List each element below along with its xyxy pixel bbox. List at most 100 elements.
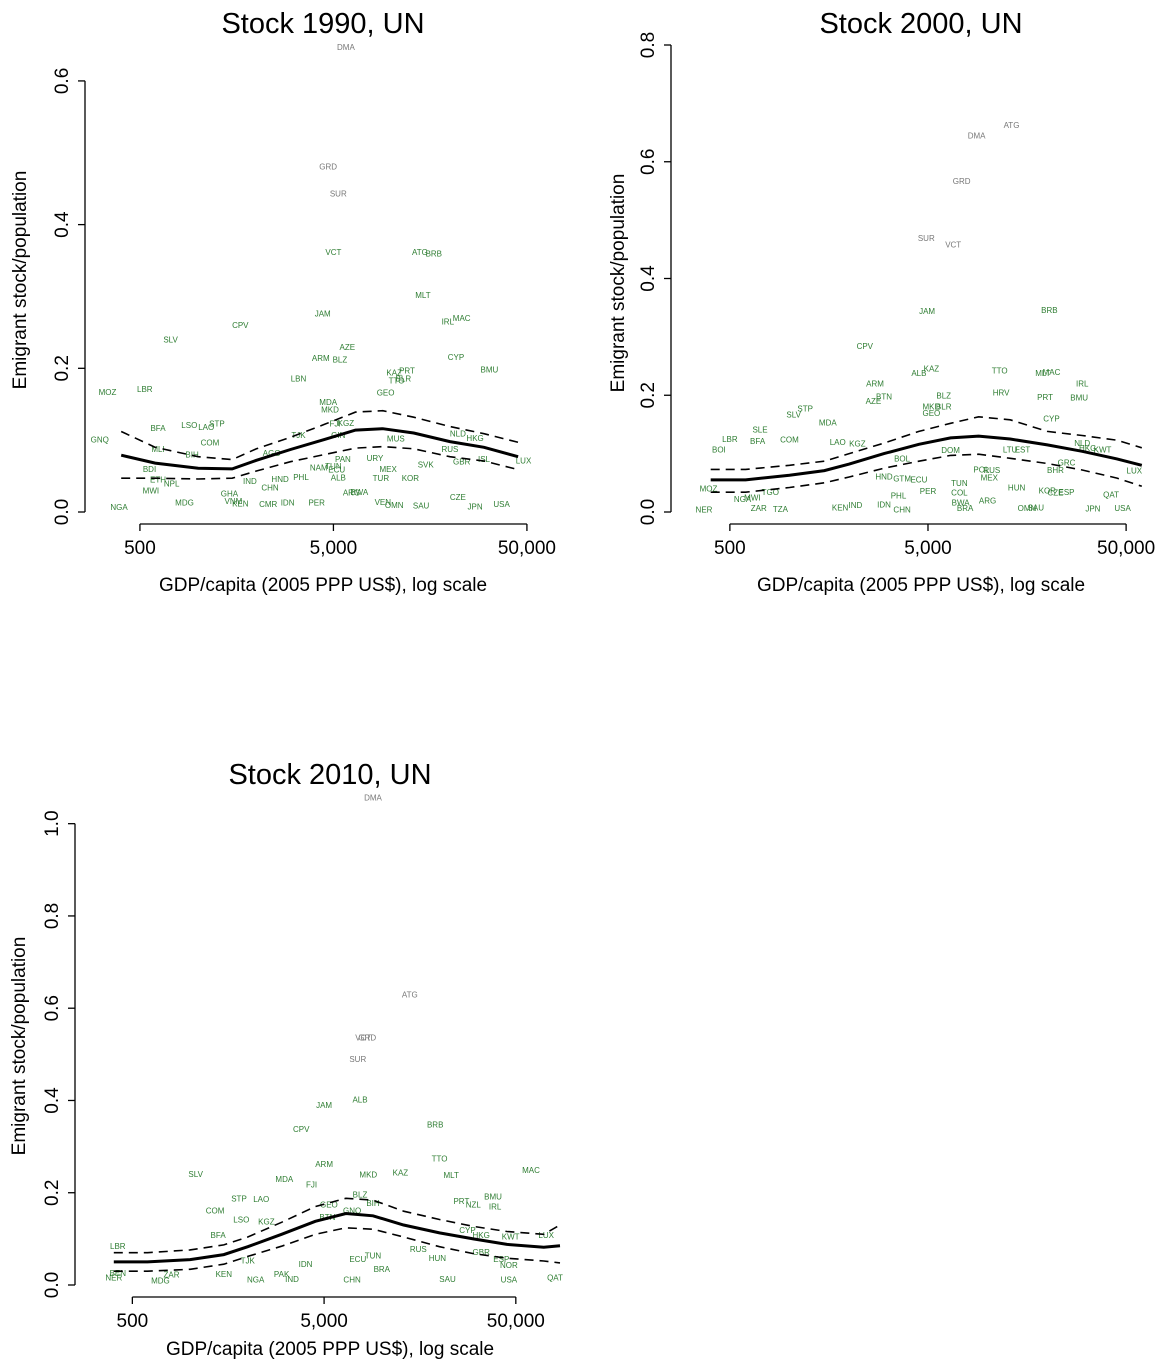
- country-point: COM: [201, 438, 220, 447]
- country-point: LAO: [830, 438, 846, 447]
- country-point: NGA: [247, 1276, 265, 1285]
- country-point: GBR: [473, 1248, 491, 1257]
- country-point: URY: [367, 454, 384, 463]
- ci-upper-line: [120, 409, 519, 461]
- country-point: BLZ: [936, 391, 951, 400]
- country-point: TUN: [325, 462, 342, 471]
- country-point: KWT: [1094, 446, 1112, 455]
- chart-panel-stock-1990: Stock 1990, UN 0.0 0.2 0.4 0.6 500 5,000 50,000…: [10, 8, 556, 596]
- country-point: NPL: [164, 479, 180, 488]
- fit-line: [113, 1211, 561, 1264]
- country-point: TUR: [373, 474, 390, 483]
- country-point: TTO: [432, 1155, 448, 1164]
- country-point: RUS: [441, 445, 458, 454]
- country-point: MDG: [175, 499, 194, 508]
- country-point: ETH: [150, 476, 166, 485]
- country-point: DMA: [968, 132, 986, 141]
- country-point: SLE: [752, 426, 767, 435]
- country-point: MKD: [359, 1170, 377, 1179]
- country-point: STP: [231, 1194, 247, 1203]
- country-point: EST: [1015, 446, 1031, 455]
- country-point: BWA: [350, 488, 369, 497]
- x-tick-label: 5,000: [300, 1311, 348, 1332]
- country-point: GEO: [320, 1201, 338, 1210]
- country-point: CYP: [448, 353, 464, 362]
- y-tick-label: 0.0: [52, 499, 73, 525]
- y-tick-label: 0.6: [52, 68, 73, 94]
- country-point: VEN: [375, 498, 392, 507]
- ci-lower-line: [710, 453, 1143, 493]
- country-point: CPV: [232, 321, 249, 330]
- country-point: KEN: [216, 1270, 233, 1279]
- country-point: SAU: [439, 1275, 456, 1284]
- country-point: JPN: [1085, 505, 1100, 514]
- fit-line: [710, 434, 1143, 482]
- country-point: LAO: [253, 1195, 269, 1204]
- country-point: KGZ: [849, 440, 866, 449]
- country-point: MAC: [453, 314, 471, 323]
- country-point: BMU: [481, 366, 499, 375]
- country-point: FJI: [330, 420, 341, 429]
- country-point: KAZ: [393, 1168, 409, 1177]
- country-point: NOR: [500, 1261, 518, 1270]
- country-point: PAN: [335, 455, 351, 464]
- country-point: OMN: [385, 501, 404, 510]
- y-tick-label: 0.4: [42, 1087, 63, 1114]
- country-point: ECU: [349, 1255, 366, 1264]
- country-point: DOM: [941, 446, 960, 455]
- country-point: ESP: [493, 1255, 509, 1264]
- country-point: CHN: [261, 484, 279, 493]
- country-point: ATG: [402, 990, 418, 999]
- country-point: GEO: [377, 389, 395, 398]
- country-point: HUN: [1008, 484, 1026, 493]
- country-point: DMA: [337, 43, 355, 52]
- y-tick-label: 0.2: [42, 1180, 63, 1206]
- country-point: IDN: [281, 499, 295, 508]
- country-point: TTO: [992, 367, 1008, 376]
- ci-upper-line: [710, 415, 1143, 471]
- country-point: LSO: [233, 1216, 249, 1225]
- country-point: PAK: [274, 1270, 290, 1279]
- country-point: CHN: [343, 1276, 361, 1285]
- country-point: QAT: [547, 1274, 563, 1283]
- country-point: IRL: [489, 1203, 502, 1212]
- country-point: SLV: [163, 336, 178, 345]
- country-point: GRD: [358, 1033, 376, 1042]
- chart-title: Stock 1990, UN: [221, 8, 424, 40]
- country-point: BLZ: [333, 356, 348, 365]
- country-point: GEO: [923, 409, 941, 418]
- country-point: GHA: [221, 489, 239, 498]
- country-point: BMU: [1070, 394, 1088, 403]
- country-point: GRD: [319, 162, 337, 171]
- country-point: MKD: [923, 402, 941, 411]
- country-point: LUX: [538, 1231, 554, 1240]
- x-tick-label: 50,000: [1097, 538, 1155, 559]
- country-point: SUR: [330, 190, 347, 199]
- y-tick-label: 0.0: [42, 1272, 63, 1298]
- country-point: MDG: [151, 1276, 170, 1285]
- country-point: GNQ: [91, 435, 109, 444]
- country-point: COM: [780, 436, 799, 445]
- country-point: MUS: [387, 435, 405, 444]
- country-point: HKG: [466, 434, 483, 443]
- country-point: KGZ: [338, 419, 355, 428]
- country-point: ZAR: [751, 504, 767, 513]
- y-axis-title: Emigrant stock/population: [608, 174, 629, 393]
- country-point: KAZ: [386, 369, 402, 378]
- country-point: BTN: [876, 392, 892, 401]
- country-point: JPN: [468, 502, 483, 511]
- country-point: POL: [973, 465, 990, 474]
- country-point: STP: [797, 405, 813, 414]
- ci-lower-line: [113, 1226, 561, 1272]
- country-point: BRB: [426, 249, 442, 258]
- country-point: BWA: [952, 499, 971, 508]
- country-point: BDI: [143, 465, 156, 474]
- country-point: SUR: [349, 1055, 366, 1064]
- y-axis-title: Emigrant stock/population: [9, 937, 30, 1156]
- country-point: BOL: [894, 454, 911, 463]
- country-point: VCT: [945, 241, 961, 250]
- country-point: JAM: [316, 1101, 332, 1110]
- y-tick-label: 0.6: [638, 149, 659, 175]
- y-tick-label: 0.4: [52, 211, 73, 238]
